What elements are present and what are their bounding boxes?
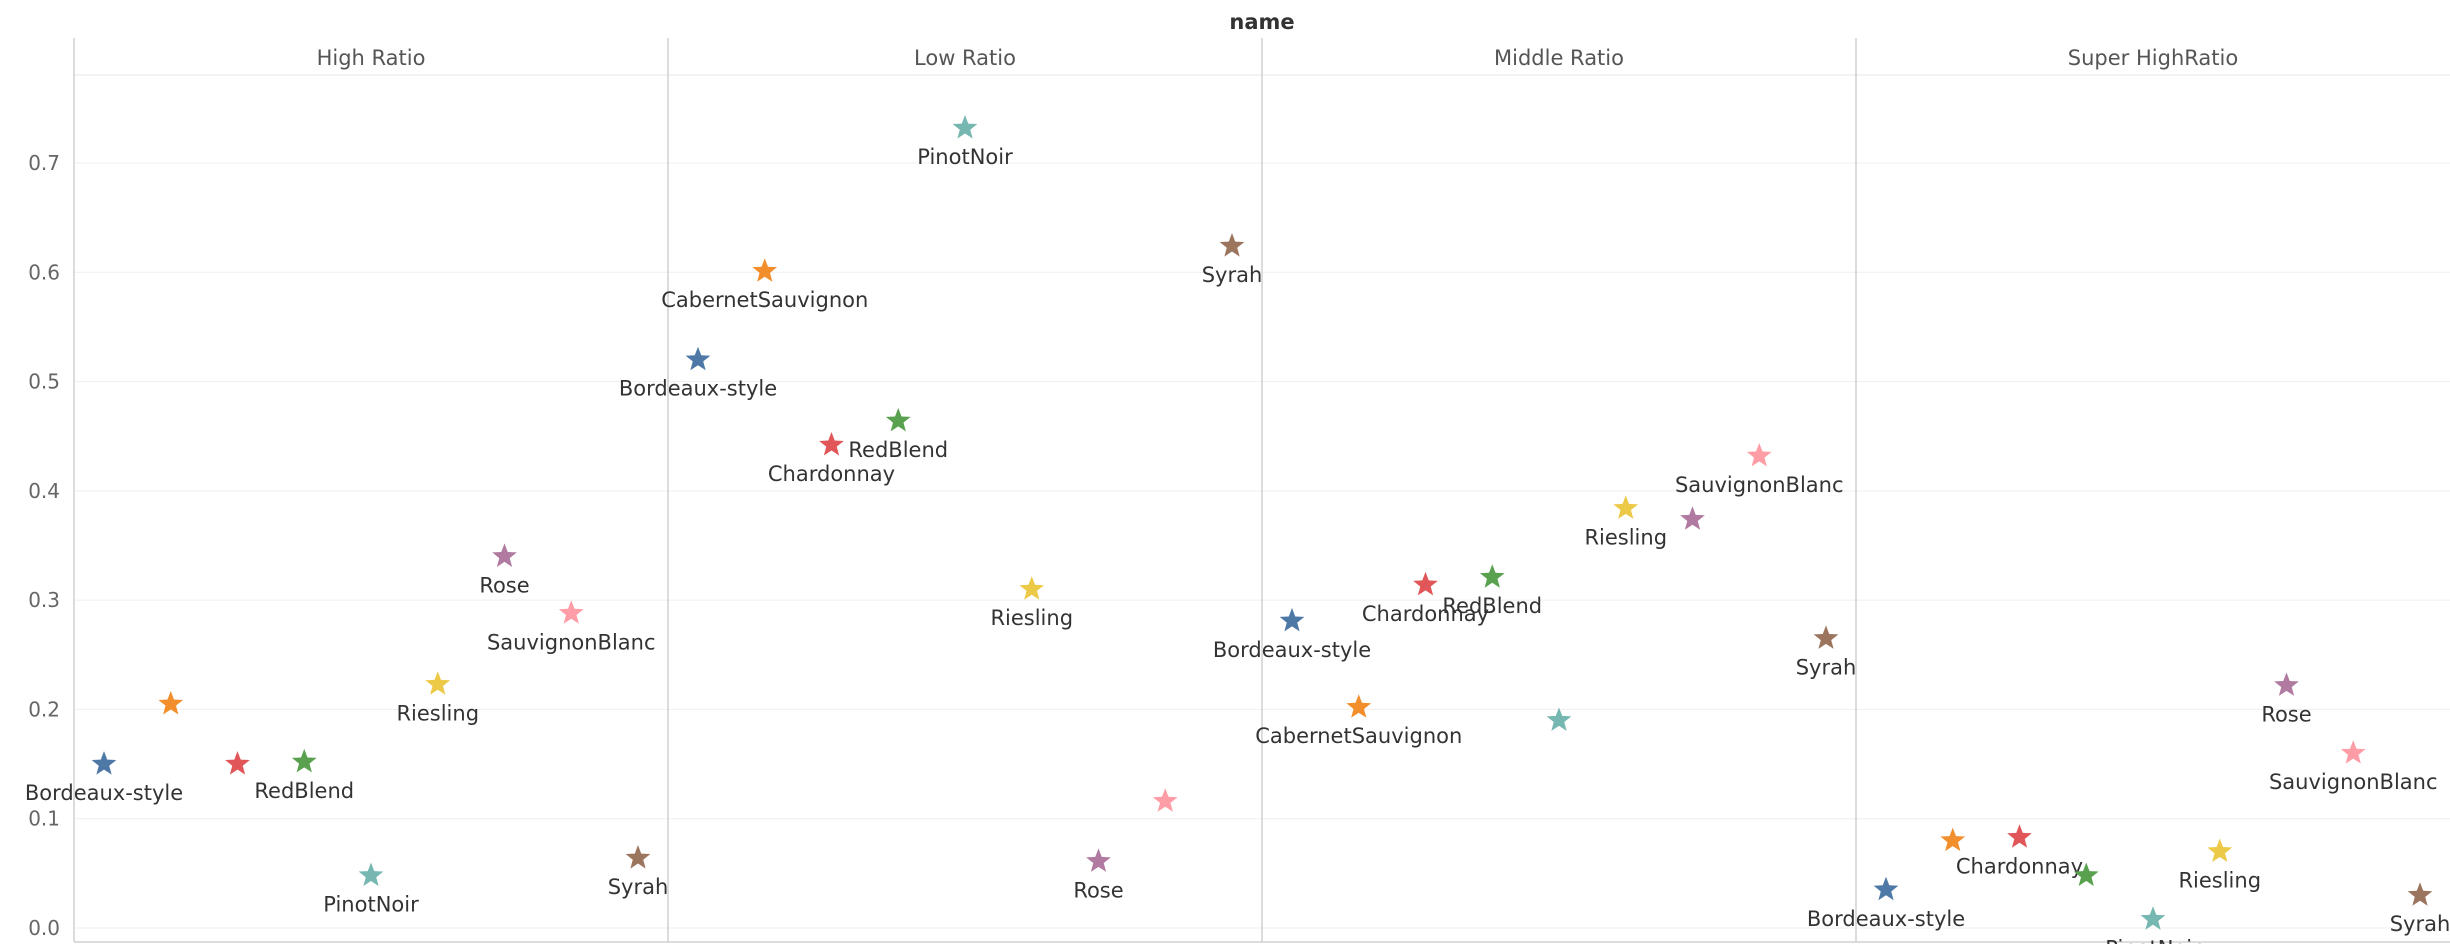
y-tick-label: 0.1: [28, 807, 60, 831]
data-label: SauvignonBlanc: [487, 630, 656, 654]
panel-header-low-ratio: Low Ratio: [914, 46, 1016, 70]
data-label: Riesling: [396, 701, 479, 725]
data-point-star[interactable]: [819, 431, 844, 456]
data-label: Rose: [2261, 702, 2311, 726]
data-label: Bordeaux-style: [1213, 638, 1371, 662]
data-label: Syrah: [1202, 263, 1263, 287]
y-tick-label: 0.4: [28, 479, 60, 503]
data-point-star[interactable]: [1813, 625, 1839, 649]
data-point-star[interactable]: [1019, 576, 1045, 600]
data-point-star[interactable]: [358, 862, 384, 887]
data-point-star[interactable]: [2140, 906, 2166, 930]
data-label: PinotNoir: [917, 145, 1013, 169]
data-point-star[interactable]: [2274, 672, 2299, 696]
data-label: Chardonnay: [768, 462, 895, 486]
data-point-star[interactable]: [1279, 607, 1305, 632]
panel-header-middle-ratio: Middle Ratio: [1494, 46, 1624, 70]
data-label: Syrah: [2390, 912, 2450, 936]
data-point-star[interactable]: [752, 258, 778, 282]
data-label: Bordeaux-style: [25, 781, 183, 805]
data-point-star[interactable]: [558, 600, 584, 624]
data-point-star[interactable]: [1940, 827, 1966, 852]
data-label: Rose: [1073, 878, 1123, 902]
data-point-star[interactable]: [225, 751, 250, 775]
data-label: Riesling: [1584, 525, 1667, 549]
data-label: Syrah: [1796, 655, 1857, 679]
data-point-star[interactable]: [1152, 788, 1178, 812]
y-tick-label: 0.3: [28, 588, 60, 612]
data-point-star[interactable]: [1873, 876, 1899, 901]
data-point-star[interactable]: [2007, 824, 2032, 848]
data-point-star[interactable]: [1086, 848, 1111, 872]
chart-title: name: [1229, 10, 1294, 34]
data-point-star[interactable]: [625, 845, 651, 869]
data-point-star[interactable]: [1479, 564, 1505, 588]
data-point-star[interactable]: [158, 690, 184, 715]
data-label: Syrah: [608, 875, 669, 899]
data-label: RedBlend: [848, 438, 948, 462]
data-label: Chardonnay: [1362, 602, 1489, 626]
data-label: Rose: [479, 573, 529, 597]
data-point-star[interactable]: [2340, 740, 2366, 764]
data-point-star[interactable]: [425, 671, 451, 695]
data-label: Riesling: [2178, 869, 2261, 893]
data-point-star[interactable]: [1746, 442, 1772, 467]
data-label: RedBlend: [254, 779, 354, 803]
data-point-star[interactable]: [1613, 495, 1639, 519]
data-point-star[interactable]: [291, 748, 317, 773]
panel-header-super-highratio: Super HighRatio: [2068, 46, 2238, 70]
panel-header-high-ratio: High Ratio: [317, 46, 426, 70]
data-point-star[interactable]: [1680, 506, 1705, 530]
data-label: PinotNoir: [2105, 936, 2201, 944]
data-point-star[interactable]: [492, 543, 517, 567]
data-label: Bordeaux-style: [1807, 907, 1965, 931]
data-label: PinotNoir: [323, 893, 419, 917]
data-point-star[interactable]: [1219, 233, 1245, 257]
data-point-star[interactable]: [1413, 571, 1438, 596]
data-label: RedBlend: [1442, 594, 1542, 618]
y-tick-label: 0.5: [28, 370, 60, 394]
y-tick-label: 0.7: [28, 151, 60, 175]
data-point-star[interactable]: [1346, 694, 1372, 718]
data-label: SauvignonBlanc: [1675, 473, 1844, 497]
data-label: Chardonnay: [1956, 854, 2083, 878]
data-label: Riesling: [990, 606, 1073, 630]
data-point-star[interactable]: [1546, 707, 1572, 731]
data-point-star[interactable]: [952, 115, 978, 139]
data-label: Bordeaux-style: [619, 377, 777, 401]
data-label: SauvignonBlanc: [2269, 770, 2438, 794]
data-point-star[interactable]: [2073, 862, 2099, 887]
data-point-star[interactable]: [2407, 882, 2433, 906]
data-point-star[interactable]: [91, 751, 117, 775]
data-label: CabernetSauvignon: [661, 288, 868, 312]
y-tick-label: 0.0: [28, 916, 60, 940]
data-point-star[interactable]: [2207, 838, 2233, 863]
y-tick-label: 0.6: [28, 260, 60, 284]
y-tick-label: 0.2: [28, 697, 60, 721]
data-point-star[interactable]: [685, 346, 711, 371]
data-label: CabernetSauvignon: [1255, 724, 1462, 748]
data-point-star[interactable]: [885, 407, 911, 432]
